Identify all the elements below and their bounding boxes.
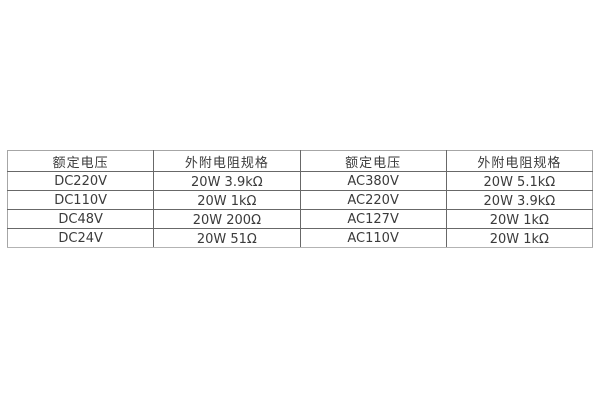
cell-text: 20W 5.1kΩ [483, 174, 556, 190]
cell-ac-voltage: AC110V [299, 228, 447, 248]
table-row: DC24V 20W 51Ω AC110V 20W 1kΩ [6, 228, 594, 248]
cell-dc-voltage: DC110V [6, 190, 155, 210]
header-rated-voltage-ac: 额定电压 [299, 150, 447, 172]
cell-dc-resistor-spec: 20W 1kΩ [153, 190, 301, 210]
cell-text: 20W 3.9kΩ [191, 174, 263, 190]
table-row: DC220V 20W 3.9kΩ AC380V 20W 5.1kΩ [6, 171, 594, 191]
cell-ac-resistor-spec: 20W 1kΩ [445, 228, 594, 248]
cell-dc-voltage: DC220V [6, 171, 155, 191]
cell-text: 20W 51Ω [196, 231, 257, 247]
cell-text: 20W 1kΩ [197, 193, 257, 209]
voltage-resistor-spec-table: 额定电压 外附电阻规格 额定电压 外附电阻规格 DC220V 20W 3.9kΩ… [6, 150, 594, 248]
cell-ac-resistor-spec: 20W 1kΩ [445, 209, 594, 229]
cell-text: 20W 1kΩ [489, 212, 549, 228]
cell-text: 20W 1kΩ [489, 231, 549, 247]
cell-dc-resistor-spec: 20W 3.9kΩ [153, 171, 301, 191]
cell-text: 20W 200Ω [192, 212, 262, 228]
table-row: DC48V 20W 200Ω AC127V 20W 1kΩ [6, 209, 594, 229]
header-rated-voltage-dc: 额定电压 [6, 150, 155, 172]
cell-dc-resistor-spec: 20W 200Ω [153, 209, 301, 229]
cell-ac-resistor-spec: 20W 5.1kΩ [445, 171, 594, 191]
table-row: DC110V 20W 1kΩ AC220V 20W 3.9kΩ [6, 190, 594, 210]
header-resistor-spec-dc: 外附电阻规格 [153, 150, 301, 172]
cell-ac-voltage: AC127V [299, 209, 447, 229]
cell-dc-voltage: DC48V [6, 209, 155, 229]
cell-ac-voltage: AC380V [299, 171, 447, 191]
header-row: 额定电压 外附电阻规格 额定电压 外附电阻规格 [6, 150, 594, 172]
cell-dc-voltage: DC24V [6, 228, 155, 248]
cell-ac-voltage: AC220V [299, 190, 447, 210]
cell-text: 20W 3.9kΩ [483, 193, 556, 209]
cell-dc-resistor-spec: 20W 51Ω [153, 228, 301, 248]
header-resistor-spec-ac: 外附电阻规格 [445, 150, 594, 172]
cell-ac-resistor-spec: 20W 3.9kΩ [445, 190, 594, 210]
